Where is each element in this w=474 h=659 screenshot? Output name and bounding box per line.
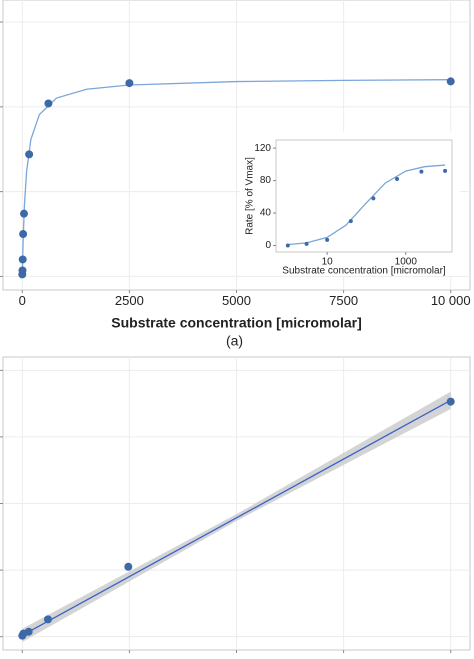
- data-point: [18, 266, 27, 275]
- data-point: [44, 99, 53, 108]
- x-tick-label: 5000: [222, 293, 251, 308]
- data-point: [446, 77, 455, 86]
- data-point: [125, 79, 134, 88]
- data-point: [19, 230, 28, 239]
- data-point: [325, 237, 330, 242]
- data-point: [24, 627, 33, 636]
- y-axis-title: Rate [% of Vmax]: [245, 157, 256, 235]
- data-point: [285, 243, 290, 248]
- data-point: [419, 169, 424, 174]
- data-point: [304, 241, 309, 246]
- data-point: [19, 209, 28, 218]
- data-point: [446, 397, 455, 406]
- y-tick-label: 40: [260, 208, 272, 219]
- fit-line: [287, 164, 446, 246]
- data-point: [124, 562, 133, 571]
- x-tick-label: 2500: [115, 293, 144, 308]
- x-tick-label: 1000: [395, 257, 418, 268]
- data-point: [395, 176, 400, 181]
- y-tick-label: 80: [260, 175, 272, 186]
- x-axis-title: Substrate concentration [micromolar]: [282, 266, 446, 277]
- confidence-band: [22, 391, 451, 643]
- x-tick-label: 10: [322, 257, 334, 268]
- data-point: [18, 255, 27, 264]
- y-tick-label: 0: [265, 240, 271, 251]
- data-point: [25, 150, 34, 159]
- x-tick-label: 10 000: [431, 293, 471, 308]
- x-axis-title: Substrate concentration [micromolar]: [111, 314, 362, 330]
- data-point: [371, 196, 376, 201]
- plot-area: [275, 139, 453, 253]
- data-point: [43, 615, 52, 624]
- fit-line: [21, 399, 452, 636]
- x-tick-label: 0: [19, 293, 26, 308]
- data-point: [348, 219, 353, 224]
- panel-label: (a): [226, 333, 243, 349]
- data-point: [443, 168, 448, 173]
- y-tick-label: 120: [254, 143, 271, 154]
- x-tick-label: 7500: [329, 293, 358, 308]
